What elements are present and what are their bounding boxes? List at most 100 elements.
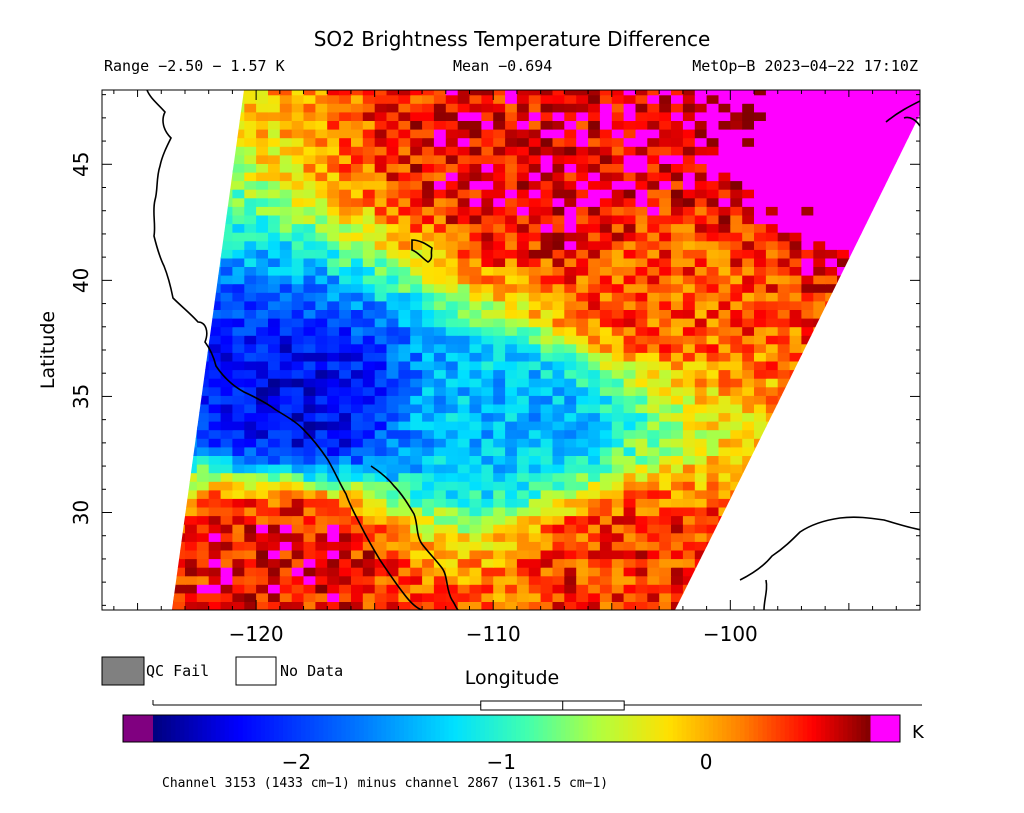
heatmap-cell [528, 515, 542, 525]
heatmap-cell [896, 318, 909, 328]
heatmap-cell [896, 489, 909, 499]
heatmap-cell [303, 283, 316, 293]
heatmap-cell [659, 137, 672, 147]
heatmap-cell [647, 300, 660, 310]
heatmap-cell [172, 369, 174, 379]
heatmap-cell [754, 94, 767, 104]
heatmap-cell [694, 300, 708, 310]
heatmap-cell [351, 378, 364, 388]
heatmap-cell [457, 532, 471, 542]
heatmap-cell [457, 240, 471, 250]
colorbar-segment [547, 715, 553, 742]
colorbar-segment [327, 715, 333, 742]
heatmap-cell [208, 90, 222, 96]
heatmap-cell [659, 154, 672, 164]
heatmap-cell [481, 129, 494, 139]
heatmap-cell [706, 455, 720, 465]
heatmap-cell [801, 146, 814, 156]
heatmap-cell [469, 90, 482, 96]
colorbar-segment [417, 715, 423, 742]
heatmap-cell [872, 369, 886, 379]
heatmap-cell [220, 472, 234, 482]
heatmap-cell [896, 120, 909, 130]
heatmap-cell [647, 214, 660, 225]
heatmap-cell [837, 171, 850, 182]
heatmap-cell [481, 309, 494, 319]
heatmap-cell [599, 266, 613, 276]
heatmap-cell [126, 266, 139, 275]
heatmap-cell [410, 498, 423, 508]
heatmap-cell [694, 326, 708, 336]
heatmap-cell [149, 146, 162, 155]
heatmap-cell [303, 232, 316, 242]
heatmap-cell [813, 549, 826, 560]
colorbar-segment [269, 715, 275, 742]
heatmap-cell [837, 541, 850, 551]
heatmap-cell [386, 90, 399, 96]
heatmap-cell [410, 532, 423, 542]
heatmap-cell [469, 171, 482, 182]
heatmap-cell [789, 137, 803, 147]
heatmap-cell [315, 171, 328, 182]
heatmap-cell [138, 172, 151, 181]
heatmap-cell [114, 601, 127, 610]
heatmap-cell [789, 309, 803, 319]
heatmap-cell [528, 575, 542, 585]
heatmap-cell [884, 395, 897, 405]
heatmap-cell [564, 498, 577, 508]
heatmap-cell [718, 464, 731, 474]
heatmap-cell [599, 309, 613, 319]
heatmap-cell [256, 103, 269, 113]
heatmap-cell [540, 309, 554, 319]
heatmap-cell [339, 421, 352, 431]
heatmap-cell [445, 90, 459, 96]
heatmap-cell [138, 584, 151, 593]
heatmap-cell [268, 421, 281, 431]
heatmap-cell [588, 163, 601, 173]
heatmap-cell [315, 335, 328, 345]
heatmap-cell [327, 567, 340, 577]
heatmap-cell [362, 189, 376, 199]
heatmap-cell [126, 155, 139, 164]
heatmap-cell [540, 343, 554, 353]
heatmap-cell [694, 309, 708, 319]
heatmap-cell [872, 223, 886, 233]
heatmap-cell [386, 429, 399, 439]
heatmap-cell [398, 395, 411, 405]
heatmap-cell [291, 171, 305, 182]
heatmap-cell [493, 343, 506, 353]
heatmap-cell [445, 438, 459, 448]
heatmap-cell [896, 137, 909, 147]
heatmap-cell [102, 258, 115, 267]
heatmap-cell [564, 515, 577, 525]
heatmap-cell [102, 378, 115, 387]
heatmap-cell [576, 137, 589, 147]
heatmap-cell [599, 481, 613, 491]
heatmap-cell [671, 369, 684, 379]
heatmap-cell [540, 129, 554, 139]
heatmap-cell [742, 506, 755, 517]
colorbar-segment [829, 715, 835, 742]
heatmap-cell [564, 275, 577, 285]
heatmap-cell [576, 223, 589, 233]
heatmap-cell [339, 369, 352, 379]
heatmap-cell [433, 421, 447, 431]
heatmap-cell [457, 601, 471, 610]
colorbar-segment [601, 715, 607, 742]
heatmap-cell [398, 481, 411, 491]
heatmap-cell [801, 378, 814, 388]
heatmap-cell [422, 335, 435, 345]
heatmap-cell [505, 137, 518, 147]
heatmap-cell [196, 103, 210, 113]
heatmap-cell [588, 532, 601, 542]
heatmap-cell [635, 532, 648, 542]
heatmap-cell [505, 438, 518, 448]
heatmap-cell [718, 257, 731, 267]
heatmap-cell [469, 309, 482, 319]
heatmap-cell [173, 498, 186, 508]
heatmap-cell [872, 206, 886, 216]
heatmap-cell [244, 575, 257, 585]
heatmap-cell [872, 120, 886, 130]
heatmap-cell [410, 283, 423, 293]
heatmap-cell [789, 120, 803, 130]
